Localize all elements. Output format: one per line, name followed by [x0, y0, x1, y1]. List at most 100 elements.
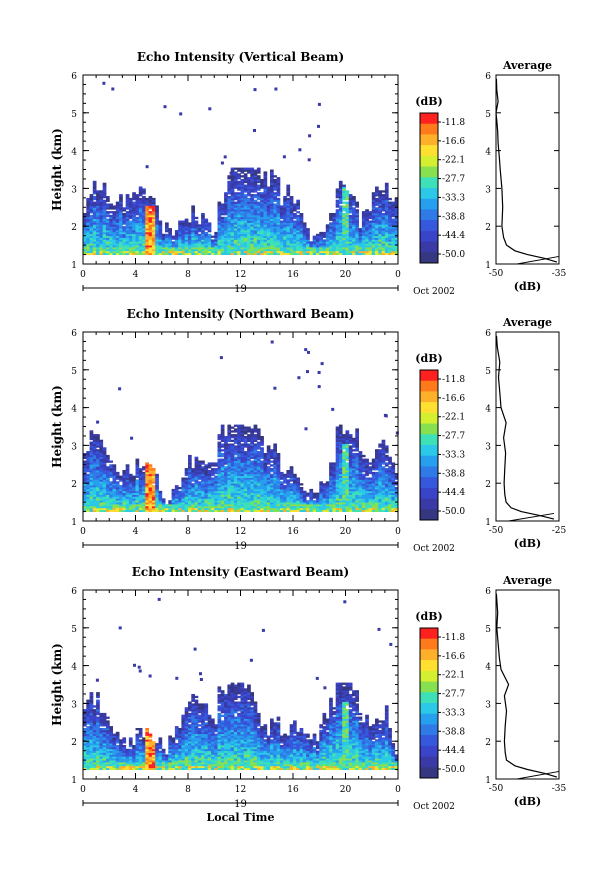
heatmap-cell [112, 496, 117, 499]
heatmap-cell [260, 498, 264, 501]
heatmap-cell [243, 194, 248, 197]
heatmap-cell [191, 477, 195, 480]
heatmap-cell [316, 502, 320, 505]
heatmap-cell [184, 471, 189, 475]
heatmap-cell [394, 235, 399, 238]
heatmap-cell [109, 203, 113, 206]
heatmap-cell [250, 205, 254, 208]
heatmap-cell [302, 243, 307, 246]
heatmap-cell [293, 496, 297, 499]
heatmap-cell [165, 247, 169, 250]
heatmap-cell [270, 175, 274, 178]
heatmap-cell [273, 494, 277, 497]
heatmap-cell [92, 458, 97, 461]
heatmap-cell [276, 464, 281, 467]
heatmap-cell [96, 235, 100, 238]
heatmap-cell [286, 203, 291, 206]
heatmap-cell [293, 475, 297, 478]
heatmap-cell [270, 218, 274, 221]
heatmap-cell [345, 226, 350, 229]
heatmap-cell [211, 496, 215, 499]
heatmap-cell [99, 479, 104, 482]
heatmap-cell [358, 245, 363, 248]
heatmap-cell [109, 500, 113, 503]
heatmap-cell [289, 494, 294, 497]
heatmap-cell [302, 222, 307, 225]
heatmap-cell [128, 498, 133, 501]
heatmap-cell [332, 498, 337, 501]
heatmap-cell [92, 231, 97, 235]
heatmap-cell [240, 211, 245, 214]
heatmap-cell [227, 248, 232, 252]
heatmap-cell [381, 237, 386, 240]
heatmap-cell [250, 182, 254, 185]
heatmap-cell [302, 235, 307, 238]
heatmap-cell [96, 230, 100, 233]
heatmap-cell [214, 250, 218, 254]
heatmap-cell [115, 228, 120, 231]
heatmap-cell [240, 216, 245, 220]
heatmap-cell [99, 247, 104, 250]
heatmap-cell [273, 235, 277, 238]
heatmap-cell [89, 509, 94, 512]
heatmap-cell [102, 449, 107, 452]
heatmap-cell [224, 250, 228, 254]
heatmap-cell [273, 248, 277, 252]
heatmap-cell [276, 456, 281, 459]
heatmap-cell [227, 424, 232, 427]
heatmap-cell [263, 226, 268, 229]
heatmap-cell [274, 87, 278, 91]
heatmap-cell [128, 214, 133, 218]
heatmap-cell [286, 197, 291, 201]
heatmap-cell [250, 437, 254, 441]
heatmap-cell [142, 222, 146, 225]
heatmap-cell [165, 237, 169, 240]
heatmap-cell [211, 500, 215, 503]
heatmap-cell [250, 247, 254, 250]
heatmap-cell [283, 475, 287, 478]
heatmap-cell [92, 216, 97, 220]
heatmap-cell [119, 502, 123, 505]
heatmap-cell [230, 471, 235, 475]
heatmap-cell [250, 473, 254, 477]
heatmap-cell [125, 197, 130, 201]
heatmap-cell [86, 231, 90, 235]
heatmap-cell [263, 188, 268, 191]
heatmap-cell [345, 211, 350, 214]
heatmap-cell [96, 233, 100, 237]
heatmap-cell [106, 470, 110, 473]
heatmap-cell [132, 218, 136, 221]
heatmap-cell [174, 237, 179, 240]
heatmap-cell [217, 209, 222, 212]
heatmap-cell [86, 494, 90, 497]
heatmap-cell [201, 228, 205, 231]
heatmap-cell [96, 507, 100, 511]
heatmap-cell [338, 207, 343, 210]
heatmap-cell [161, 250, 166, 254]
heatmap-cell [302, 504, 307, 507]
heatmap-cell [174, 233, 179, 237]
heatmap-cell [233, 500, 238, 503]
heatmap-cell [355, 226, 359, 229]
heatmap-cell [125, 464, 130, 467]
heatmap-cell [329, 248, 333, 252]
heatmap-cell [381, 233, 386, 237]
heatmap-cell [83, 237, 87, 240]
heatmap-cell [151, 473, 156, 477]
heatmap-cell [119, 252, 123, 255]
heatmap-cell [293, 483, 297, 486]
heatmap-cell [148, 471, 153, 475]
heatmap-cell [263, 222, 268, 225]
heatmap-cell [286, 487, 291, 490]
heatmap-cell [102, 473, 107, 477]
heatmap-cell [335, 220, 340, 223]
heatmap-cell [148, 492, 153, 495]
heatmap-cell [322, 248, 327, 252]
heatmap-cell [253, 203, 258, 206]
heatmap-cell [145, 228, 149, 231]
heatmap-cell [237, 167, 241, 170]
heatmap-cell [263, 231, 268, 235]
heatmap-cell [142, 209, 146, 212]
heatmap-cell [102, 247, 107, 250]
heatmap-cell [230, 487, 235, 490]
